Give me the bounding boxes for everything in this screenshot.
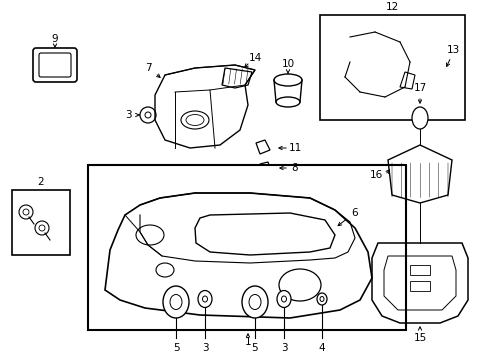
Text: 15: 15 [412,333,426,343]
Ellipse shape [248,294,261,310]
Text: 3: 3 [280,343,287,353]
Ellipse shape [163,286,189,318]
Ellipse shape [316,293,326,305]
Text: 2: 2 [38,177,44,187]
Ellipse shape [202,296,207,302]
Bar [319,15,464,120]
Bar [409,281,429,291]
Ellipse shape [198,291,212,307]
FancyBboxPatch shape [39,53,71,77]
Text: 12: 12 [385,2,398,12]
Ellipse shape [411,107,427,129]
Text: 7: 7 [144,63,151,73]
Text: 1: 1 [244,337,251,347]
Text: 17: 17 [412,83,426,93]
Ellipse shape [156,263,174,277]
Text: 3: 3 [201,343,208,353]
FancyBboxPatch shape [33,48,77,82]
Text: 5: 5 [172,343,179,353]
Text: 4: 4 [318,343,325,353]
Bar [409,265,429,275]
Ellipse shape [276,291,290,307]
Text: 11: 11 [288,143,301,153]
Bar [88,165,405,330]
Ellipse shape [136,225,163,245]
Ellipse shape [319,297,324,302]
Ellipse shape [242,286,267,318]
Ellipse shape [170,294,182,310]
Ellipse shape [273,74,302,86]
Ellipse shape [279,269,320,301]
Text: 5: 5 [251,343,258,353]
Text: 6: 6 [351,208,358,218]
Text: 13: 13 [446,45,459,55]
Text: 3: 3 [124,110,131,120]
Bar [12,190,70,255]
Ellipse shape [281,296,286,302]
Ellipse shape [181,111,208,129]
Text: 14: 14 [248,53,261,63]
Ellipse shape [275,97,299,107]
Text: 9: 9 [52,34,58,44]
Text: 8: 8 [291,163,298,173]
Text: 10: 10 [281,59,294,69]
Text: 16: 16 [368,170,382,180]
Ellipse shape [185,114,203,126]
